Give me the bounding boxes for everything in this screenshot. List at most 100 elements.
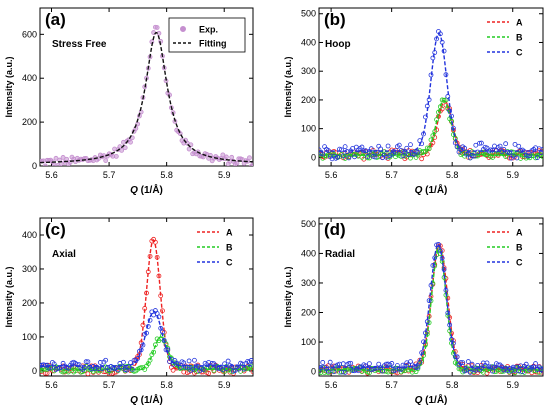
data-point [170, 367, 176, 373]
x-axis-var: Q [415, 395, 423, 406]
y-tick-label: 400 [22, 73, 37, 83]
data-point [368, 146, 374, 152]
series-fitting [40, 31, 253, 164]
data-point [540, 154, 543, 160]
data-point [74, 362, 80, 368]
data-point [97, 360, 103, 365]
series-line [319, 32, 543, 152]
y-tick-label: 300 [301, 278, 316, 288]
y-tick-label: 600 [22, 29, 37, 39]
data-point [346, 155, 352, 161]
data-point [400, 153, 406, 159]
x-axis-label: Q (1/Å) [130, 393, 163, 406]
data-point [250, 161, 253, 166]
y-tick-label: 300 [301, 66, 316, 76]
data-point [471, 153, 477, 159]
y-tick-label: 0 [32, 366, 37, 376]
data-point [154, 25, 160, 30]
y-tick-label: 400 [301, 37, 316, 47]
data-point [147, 317, 153, 323]
data-point [250, 365, 253, 371]
series-b [319, 247, 543, 376]
x-tick-label: 5.9 [506, 170, 519, 180]
legend-entry: A [516, 228, 523, 238]
data-point [512, 141, 518, 147]
x-axis-unit: (1/Å) [141, 393, 163, 406]
data-point [415, 364, 421, 370]
data-point [247, 155, 252, 161]
data-point [319, 368, 322, 373]
y-tick-label: 200 [301, 95, 316, 105]
data-point [464, 151, 469, 157]
data-point [181, 360, 187, 366]
plot-area [40, 24, 253, 166]
data-point [372, 149, 378, 155]
y-tick-label: 200 [301, 308, 316, 318]
data-point [83, 359, 89, 365]
data-point [119, 147, 125, 153]
y-tick-label: 0 [32, 161, 37, 171]
data-point [475, 149, 481, 155]
data-point [340, 153, 346, 159]
data-point [225, 358, 231, 364]
x-axis-unit: (1/Å) [425, 393, 447, 406]
data-point [348, 360, 354, 366]
panel-a: 5.6 5.7 5.8 5.9 0 200 400 600 Q (1/Å) Intensity (… [4, 7, 254, 196]
y-tick-label: 500 [301, 9, 316, 19]
x-axis-label: Q (1/Å) [415, 393, 448, 406]
data-point [359, 144, 365, 150]
x-tick-label: 5.9 [218, 380, 231, 390]
y-axis-label: Intensity (a.u.) [4, 266, 14, 327]
data-point [128, 139, 133, 145]
data-point [520, 369, 525, 375]
y-tick-label: 200 [22, 298, 37, 308]
series-line [319, 99, 543, 156]
data-point [380, 368, 385, 374]
plot-area [40, 236, 253, 376]
data-point [512, 370, 518, 376]
data-point [342, 370, 348, 375]
data-point [510, 153, 516, 159]
data-point [161, 337, 167, 343]
data-point [478, 140, 484, 146]
data-point [145, 324, 151, 329]
data-point [241, 366, 247, 372]
data-point [200, 367, 206, 373]
data-point [320, 151, 326, 157]
legend: ABC [487, 228, 523, 268]
legend: ABC [487, 18, 523, 58]
y-tick-label: 100 [22, 332, 37, 342]
legend-entry: C [516, 258, 523, 268]
data-point [365, 155, 370, 161]
data-point [478, 365, 484, 371]
x-axis-unit: (1/Å) [141, 183, 163, 196]
data-point [467, 369, 473, 375]
data-point [389, 361, 395, 366]
data-point [151, 349, 157, 355]
series-c [40, 308, 253, 374]
data-point [428, 72, 434, 78]
data-point [430, 133, 436, 138]
data-point [122, 145, 128, 151]
data-point [428, 137, 434, 143]
data-point [327, 359, 333, 365]
data-point [408, 142, 413, 148]
data-point [99, 366, 105, 372]
plot-frame [318, 217, 544, 377]
data-point [385, 143, 391, 149]
data-point [126, 364, 132, 370]
series-line [40, 31, 253, 164]
data-point [503, 154, 509, 159]
panel-label: (b) [324, 10, 346, 29]
data-point [460, 360, 466, 366]
y-tick-label: 500 [301, 219, 316, 229]
data-point [250, 359, 253, 365]
data-point [325, 370, 331, 376]
data-point [477, 140, 482, 146]
x-tick-label: 5.8 [446, 170, 459, 180]
data-point [190, 366, 196, 372]
panel-b: 5.6 5.7 5.8 5.9 0 100 200 300 400 500 Q (1/Å) Inten… [283, 7, 544, 196]
plot-area [319, 242, 543, 376]
data-point [540, 146, 543, 152]
